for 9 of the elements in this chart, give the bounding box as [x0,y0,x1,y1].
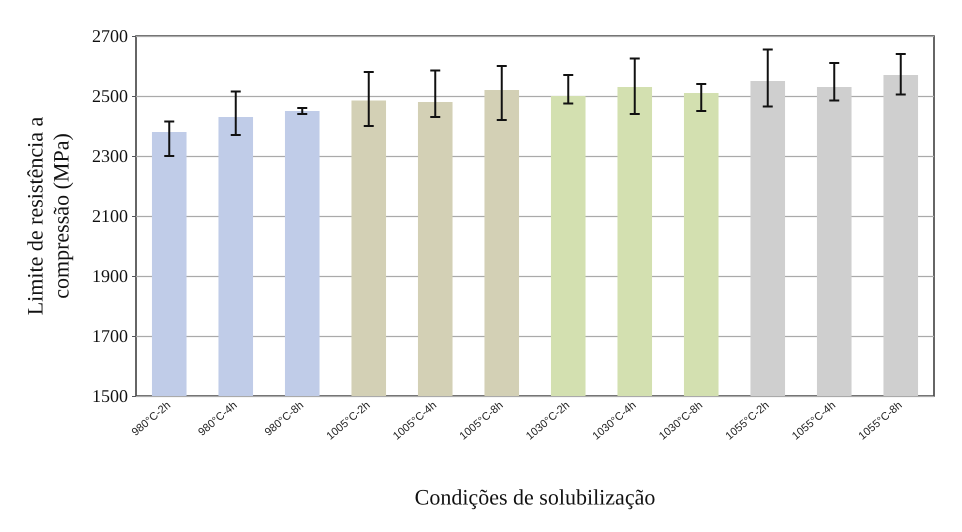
x-axis-title: Condições de solubilização [414,484,656,510]
y-tick-label: 2500 [92,86,128,106]
y-tick-label: 2100 [92,206,128,226]
y-tick-label: 2700 [92,26,128,46]
y-tick-label: 1700 [92,326,128,346]
y-tick-label: 1900 [92,266,128,286]
y-tick-label: 2300 [92,146,128,166]
y-axis-title: Limite de resistência a compressão (MPa) [22,116,74,316]
y-tick-label: 1500 [92,386,128,406]
